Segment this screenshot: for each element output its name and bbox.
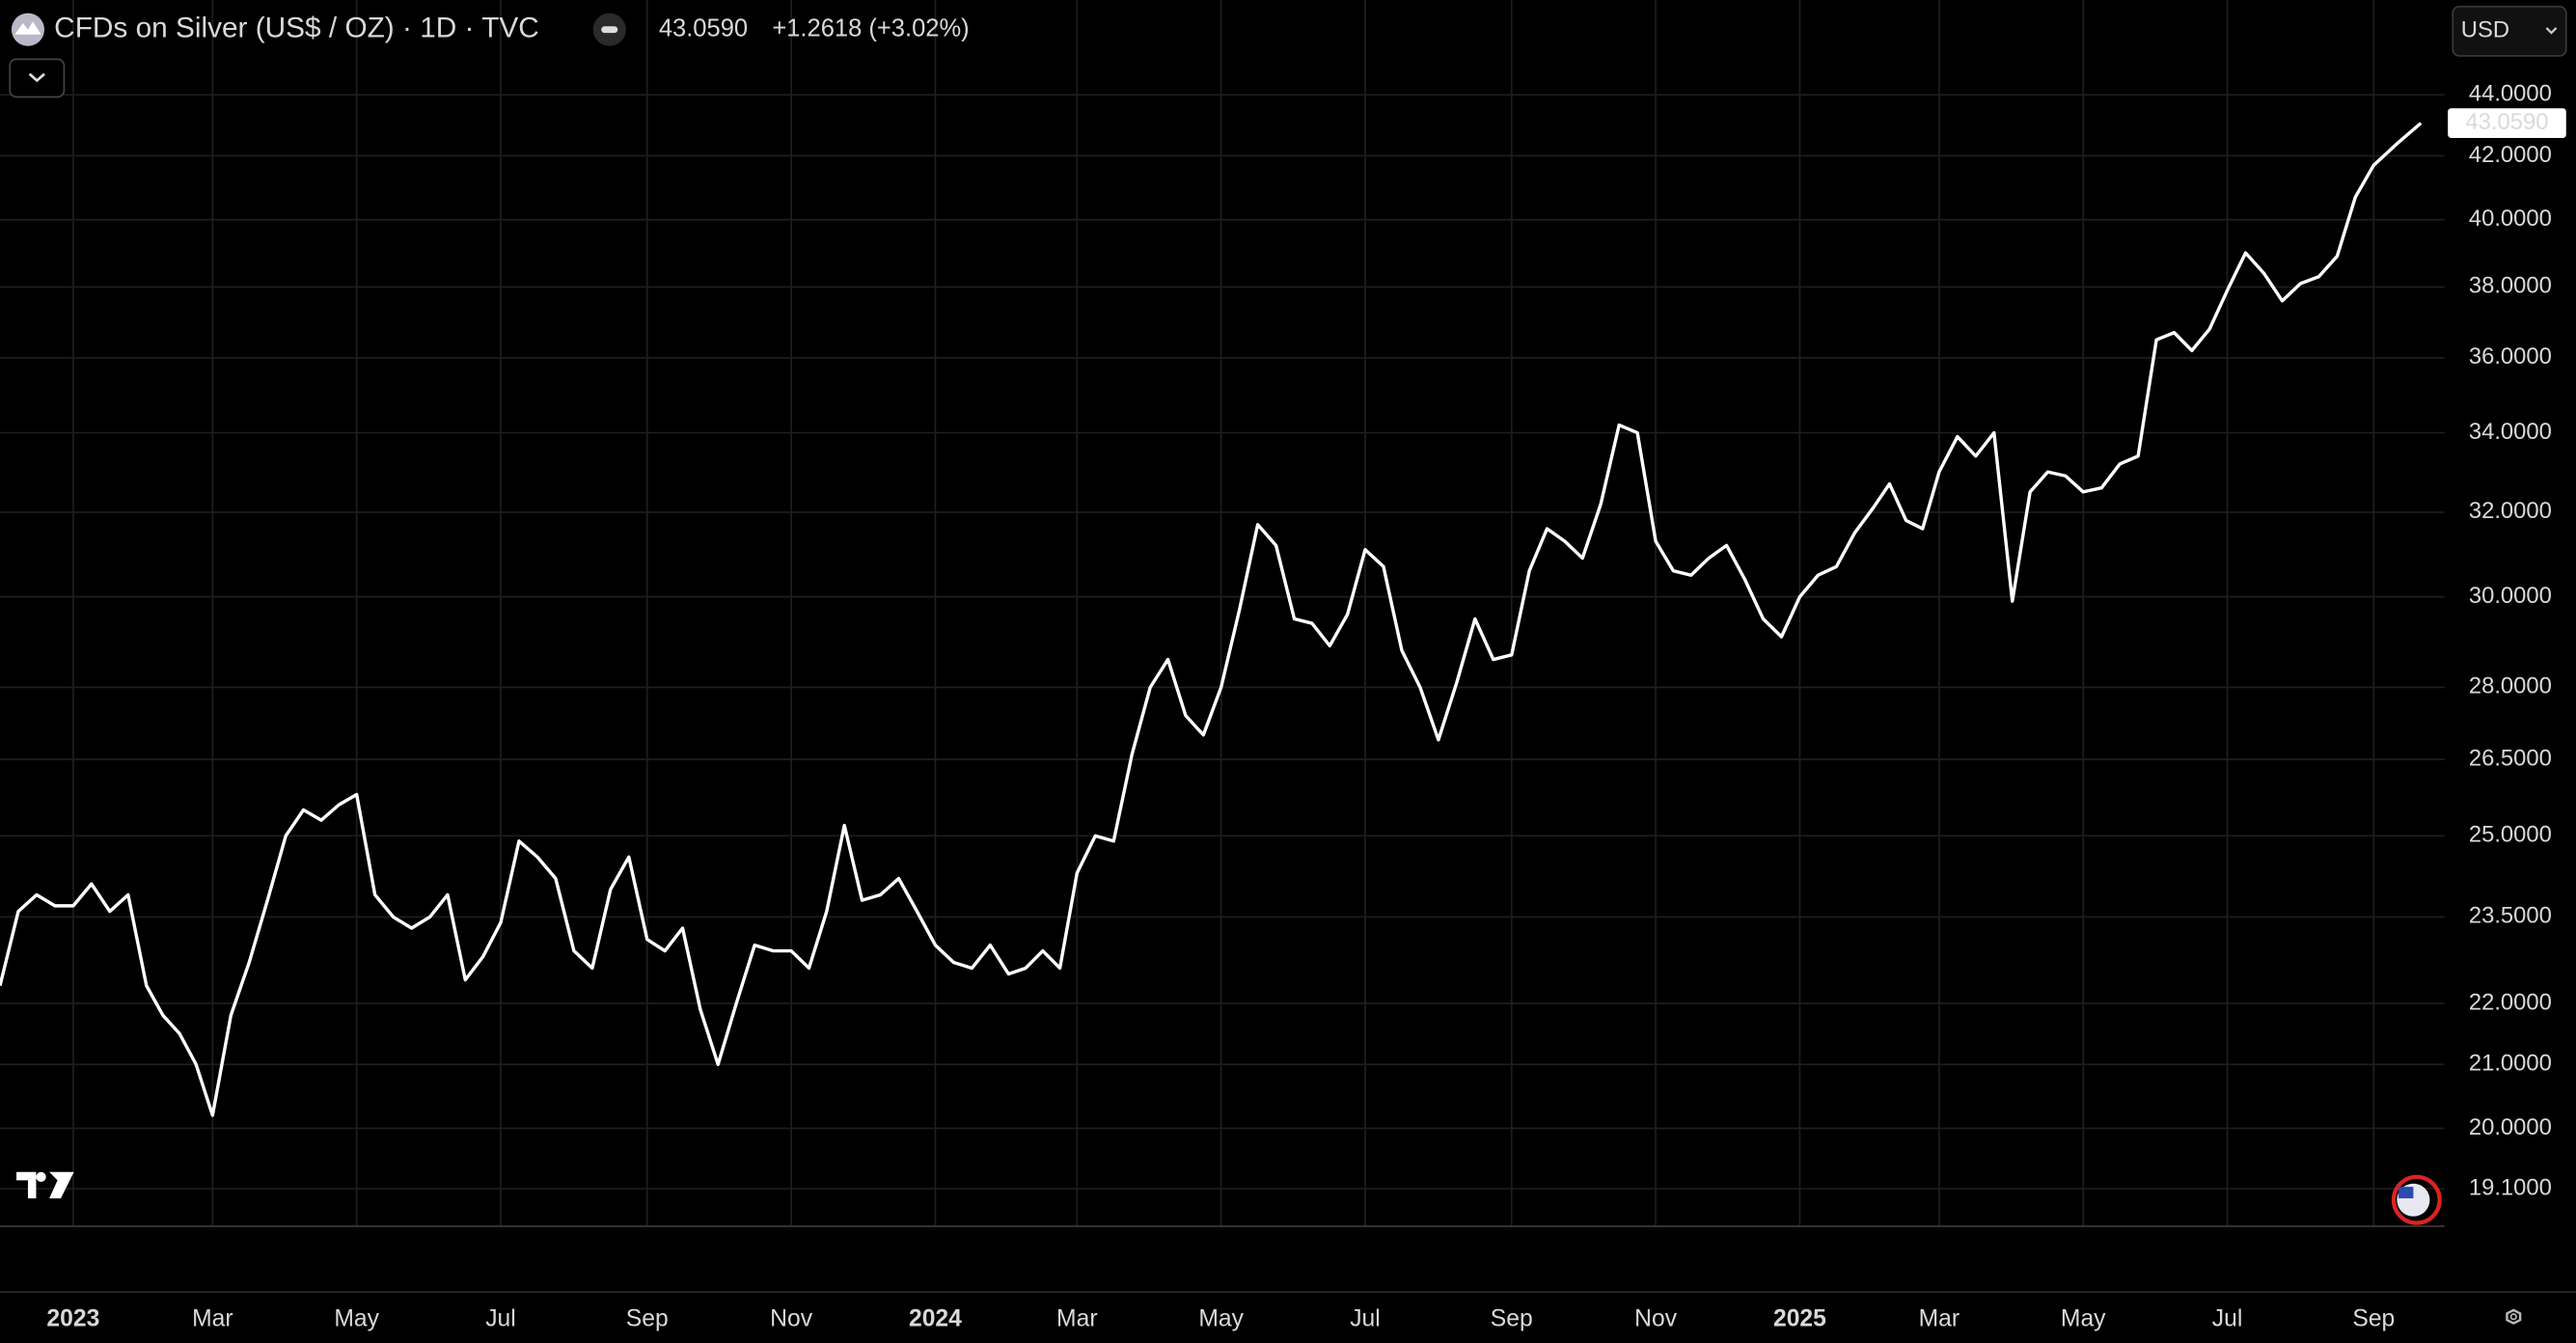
flag-icon[interactable] <box>2391 1174 2442 1225</box>
y-tick-label: 19.1000 <box>2469 1174 2552 1200</box>
x-tick-label: May <box>334 1306 379 1332</box>
change: +1.2618 (+3.02%) <box>772 14 969 41</box>
y-tick-label: 40.0000 <box>2469 206 2552 232</box>
x-tick-label: Nov <box>1634 1306 1678 1332</box>
collapse-button[interactable] <box>9 58 66 98</box>
x-tick-label: Jul <box>485 1306 516 1332</box>
x-tick-label: 2024 <box>909 1306 962 1332</box>
y-tick-label: 23.5000 <box>2469 903 2552 929</box>
y-tick-label: 30.0000 <box>2469 583 2552 609</box>
price-line <box>0 122 2423 1117</box>
last-price-label: 43.0590 <box>2465 109 2548 135</box>
x-tick-label: Mar <box>1056 1306 1098 1332</box>
chevron <box>28 72 45 83</box>
y-tick-label: 22.0000 <box>2469 989 2552 1015</box>
y-tick-label: 21.0000 <box>2469 1051 2552 1077</box>
x-tick-label: 2025 <box>1773 1306 1826 1332</box>
x-tick-label: Nov <box>770 1306 813 1332</box>
settings-icon[interactable] <box>2506 1308 2522 1325</box>
y-tick-label: 25.0000 <box>2469 822 2552 848</box>
y-tick-label: 28.0000 <box>2469 673 2552 699</box>
marks <box>0 122 2423 1117</box>
symbol-icon-glyph <box>14 21 41 35</box>
grid <box>0 0 2445 1227</box>
y-tick-label: 38.0000 <box>2469 273 2552 299</box>
symbol-icon <box>11 13 44 46</box>
x-tick-label: Jul <box>1350 1306 1381 1332</box>
x-tick-label: 2023 <box>46 1306 99 1332</box>
y-tick-label: 36.0000 <box>2469 343 2552 370</box>
y-tick-label: 34.0000 <box>2469 419 2552 445</box>
y-tick-label: 32.0000 <box>2469 498 2552 524</box>
x-tick-label: Sep <box>2352 1306 2395 1332</box>
y-tick-label: 20.0000 <box>2469 1114 2552 1140</box>
logo-dot <box>36 1171 46 1183</box>
last-price-tag <box>2448 108 2566 138</box>
x-tick-label: Jul <box>2212 1306 2243 1332</box>
y-tick-label: 26.5000 <box>2469 745 2552 771</box>
x-tick-label: Sep <box>626 1306 669 1332</box>
x-tick-label: Mar <box>192 1306 233 1332</box>
status-glyph <box>601 26 618 34</box>
price: 43.0590 <box>659 14 748 41</box>
flag-canton <box>2398 1187 2414 1199</box>
currency-button[interactable] <box>2452 5 2567 57</box>
y-tick-label: 44.0000 <box>2469 81 2552 107</box>
settings-dot <box>2509 1313 2517 1321</box>
logo <box>16 1171 74 1199</box>
chevron <box>2545 27 2558 35</box>
currency[interactable]: USD <box>2461 17 2509 43</box>
x-tick-label: May <box>2061 1306 2106 1332</box>
x-tick-label: May <box>1198 1306 1244 1332</box>
x-tick-label: Sep <box>1491 1306 1533 1332</box>
x-tick-label: Mar <box>1919 1306 1960 1332</box>
symbol-title[interactable]: CFDs on Silver (US$ / OZ) · 1D · TVC <box>54 13 539 44</box>
y-tick-label: 42.0000 <box>2469 142 2552 168</box>
